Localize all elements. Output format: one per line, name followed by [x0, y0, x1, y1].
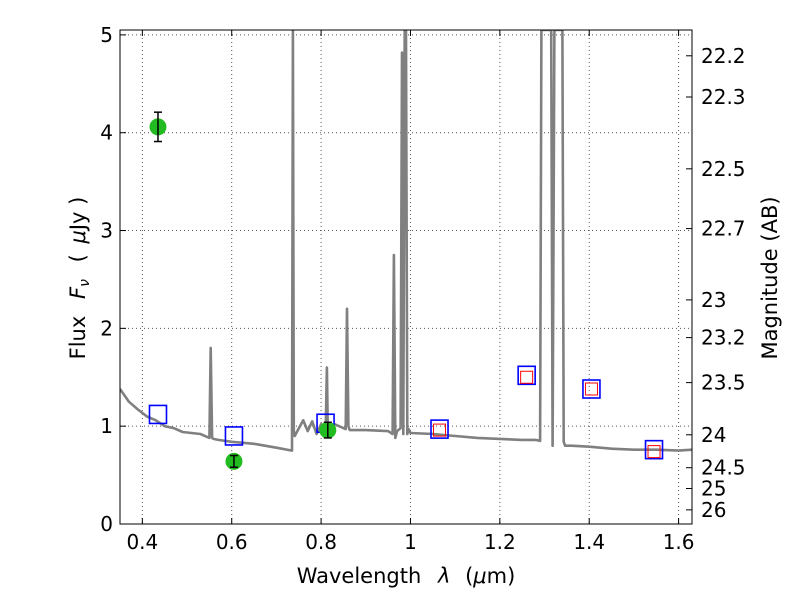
y2-tick-label: 24.5	[701, 456, 746, 480]
y-axis-title-unit-mu: μ	[66, 230, 90, 244]
y2-tick-label: 22.7	[701, 217, 746, 241]
y2-tick-label: 22.3	[701, 85, 746, 109]
y2-axis-title: Magnitude (AB)	[758, 196, 782, 359]
model-spectrum-line	[120, 30, 692, 452]
x-tick-label: 0.8	[305, 530, 337, 554]
x-tick-label: 1.6	[663, 530, 695, 554]
y2-tick-label: 23.5	[701, 371, 746, 395]
y-tick-labels: 0 1 2 3 4 5	[100, 23, 113, 536]
y2-tick-label: 25	[701, 476, 726, 500]
y2-tick-label: 24	[701, 423, 726, 447]
x-tick-label: 0.6	[216, 530, 248, 554]
y2-tick-label: 22.2	[701, 44, 746, 68]
y-tick-label: 3	[100, 219, 113, 243]
axes-ticks	[120, 30, 692, 525]
observed-flux-marker	[647, 445, 661, 459]
synthetic-flux-marker	[582, 379, 601, 399]
x-axis-title: Wavelength λ (μm)	[297, 564, 516, 588]
y-tick-label: 4	[100, 121, 113, 145]
y2-tick-label: 23.2	[701, 326, 746, 350]
observed-flux-marker	[584, 382, 598, 396]
y2-tick-label: 26	[701, 498, 726, 522]
x-tick-label: 1	[404, 530, 417, 554]
x-tick-label: 1.4	[573, 530, 605, 554]
y-tick-label: 2	[100, 316, 113, 340]
y2-tick-label: 23	[701, 288, 726, 312]
plot-frame	[119, 29, 693, 525]
synthetic-flux-marker	[644, 439, 664, 460]
y-tick-label: 0	[100, 512, 113, 536]
x-axis-title-unit-open: (	[465, 564, 473, 588]
y-axis-title-prefix: Flux	[66, 316, 90, 360]
spectrum-line-group	[120, 30, 692, 452]
synthetic-flux-marker	[430, 419, 449, 439]
y-axis-title-unit-close: Jy )	[66, 197, 90, 233]
y-axis-title: Flux Fν ( μJy )	[66, 197, 94, 360]
x-axis-title-prefix: Wavelength	[297, 564, 422, 588]
x-axis-title-unit-close: m)	[487, 564, 516, 588]
y2-tick-label: 22.5	[701, 157, 746, 181]
x-tick-label: 0.4	[126, 530, 158, 554]
y-axis-title-unit-open: (	[66, 254, 90, 262]
observed-flux-marker	[433, 423, 447, 437]
synthetic-flux-marker	[224, 426, 244, 446]
y-axis-title-subscript: ν	[77, 279, 93, 287]
x-axis-title-symbol: λ	[437, 564, 450, 588]
observed-flux-marker	[520, 370, 534, 384]
y-axis-title-symbol: F	[66, 286, 90, 299]
y-tick-label: 1	[100, 414, 113, 438]
synthetic-flux-marker	[517, 365, 536, 386]
synthetic-flux-marker	[148, 404, 168, 425]
x-tick-label: 1.2	[484, 530, 516, 554]
y-tick-label: 5	[100, 23, 113, 47]
marker-group	[148, 111, 664, 470]
x-axis-title-unit-mu: μ	[472, 564, 486, 588]
x-tick-labels: 0.4 0.6 0.8 1 1.2 1.4 1.6	[126, 530, 694, 554]
